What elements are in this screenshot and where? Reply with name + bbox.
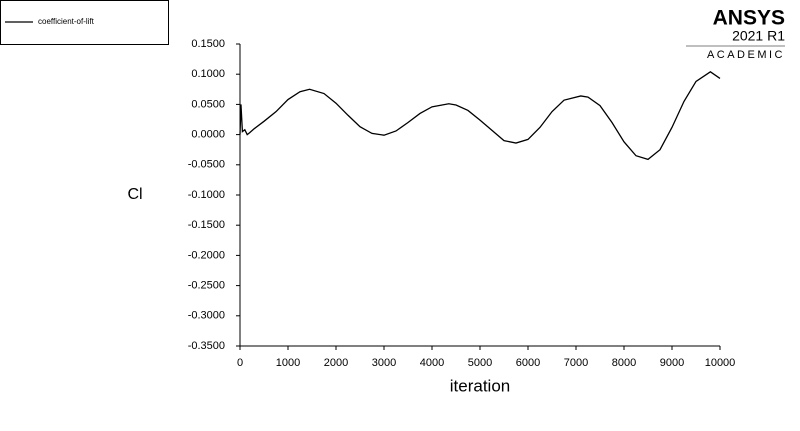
y-tick-label: 0.1000 xyxy=(191,68,225,80)
x-tick-label: 7000 xyxy=(564,357,588,369)
y-tick-label: -0.2500 xyxy=(188,280,225,292)
x-tick-label: 6000 xyxy=(516,357,540,369)
y-tick-label: 0.1500 xyxy=(191,38,225,50)
y-tick-label: -0.1000 xyxy=(188,189,225,201)
logo-version: 2021 R1 xyxy=(732,28,785,44)
x-tick-label: 4000 xyxy=(420,357,444,369)
y-tick-label: -0.3500 xyxy=(188,340,225,352)
logo-edition: ACADEMIC xyxy=(707,49,785,61)
x-axis-label: iteration xyxy=(450,376,510,395)
y-tick-label: -0.1500 xyxy=(188,219,225,231)
y-tick-label: -0.2000 xyxy=(188,249,225,261)
x-tick-label: 1000 xyxy=(276,357,300,369)
x-tick-label: 8000 xyxy=(612,357,636,369)
x-tick-label: 10000 xyxy=(705,357,736,369)
x-tick-label: 9000 xyxy=(660,357,684,369)
legend-label: coefficient-of-lift xyxy=(38,17,95,26)
y-tick-label: 0.0000 xyxy=(191,129,225,141)
y-tick-label: -0.3000 xyxy=(188,310,225,322)
x-tick-label: 3000 xyxy=(372,357,396,369)
y-tick-label: 0.0500 xyxy=(191,98,225,110)
x-tick-label: 2000 xyxy=(324,357,348,369)
y-axis-label: Cl xyxy=(127,186,142,203)
data-line xyxy=(239,70,721,161)
x-tick-label: 5000 xyxy=(468,357,492,369)
x-tick-label: 0 xyxy=(237,357,243,369)
logo-brand: ANSYS xyxy=(713,7,785,30)
y-tick-label: -0.0500 xyxy=(188,159,225,171)
